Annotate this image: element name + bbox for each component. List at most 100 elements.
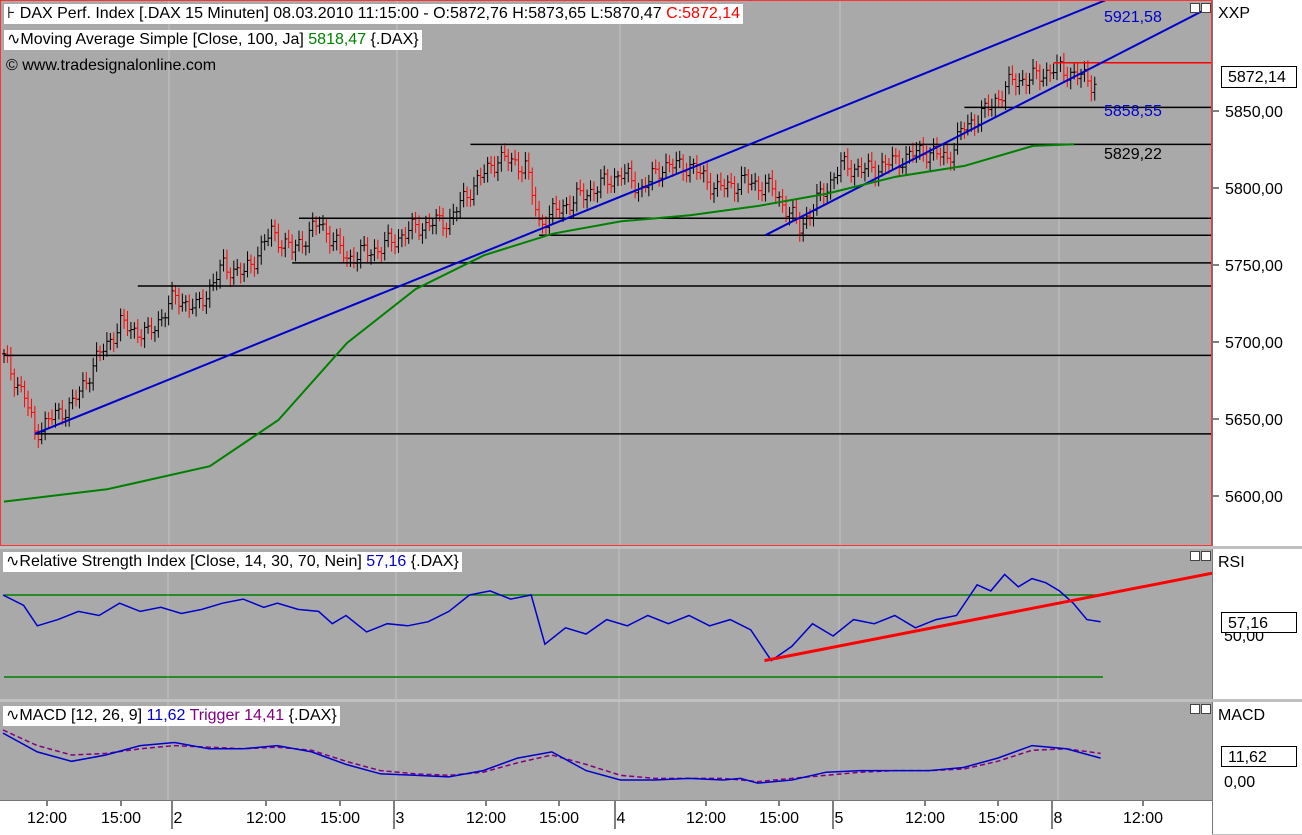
ohlc-bar [849, 159, 854, 183]
y-tick-label: 5650,00 [1225, 412, 1283, 429]
ohlc-bar [773, 179, 778, 204]
macd-chart[interactable] [0, 702, 1212, 800]
close-icon[interactable] [1201, 3, 1211, 13]
ohlc-bar [513, 149, 518, 166]
x-tick-label: 4 [617, 810, 626, 827]
price-axis[interactable]: 5600,00 5650,00 5700,00 5750,00 5800,00 5850,… [1212, 0, 1302, 546]
indicator-icon: ∿ [6, 553, 20, 570]
ohlc-bar [567, 195, 572, 216]
ohlc-bar [897, 150, 902, 177]
ohlc-bar [458, 191, 463, 219]
ohlc-bar [410, 212, 415, 240]
y-tick-label: 5750,00 [1225, 258, 1283, 275]
minimize-icon[interactable] [1190, 551, 1200, 561]
ohlc-bar [231, 260, 236, 285]
x-tick-label: 2 [174, 810, 183, 827]
ohlc-bar [1092, 76, 1097, 101]
ohlc-bar [74, 389, 79, 407]
x-tick-label: 15:00 [539, 810, 579, 827]
ohlc-bar [375, 239, 380, 260]
ohlc-bar [1065, 66, 1070, 88]
ohlc-bar [739, 166, 744, 196]
rsi-panel[interactable]: ∿Relative Strength Index [Close, 14, 30,… [0, 549, 1212, 699]
x-tick-label: 3 [396, 810, 405, 827]
ohlc-bar [269, 219, 274, 247]
ohlc-bar [386, 224, 391, 248]
time-axis[interactable]: 12:00 15:00 2 12:00 15:00 3 12:00 15:00 4 12:00 15… [0, 800, 1212, 835]
ohlc-bar [1003, 81, 1008, 110]
ohlc-bar [893, 148, 898, 164]
ohlc-bar [468, 189, 473, 207]
ohlc-bar [362, 236, 367, 252]
x-tick-label: 8 [1054, 810, 1063, 827]
x-tick-label: 15:00 [101, 810, 141, 827]
ohlc-bar [904, 146, 909, 175]
rsi-chart[interactable] [0, 549, 1212, 699]
ohlc-bar [389, 228, 394, 252]
ohlc-bar [272, 219, 277, 242]
scroll-corner[interactable] [1212, 800, 1302, 834]
ohlc-bar [485, 156, 490, 183]
ohlc-bar [190, 298, 195, 315]
ohlc-bar [585, 189, 590, 209]
ohlc-bar [67, 397, 72, 427]
ohlc-bar [760, 181, 765, 202]
ohlc-bar [554, 195, 559, 218]
ohlc-bar [327, 225, 332, 254]
ohlc-bar [681, 154, 686, 181]
ohlc-bar [63, 409, 68, 427]
ohlc-bar [626, 162, 631, 183]
ohlc-bar [2, 349, 6, 364]
ohlc-bar [345, 250, 349, 267]
ohlc-bar [173, 285, 178, 305]
ohlc-bar [87, 377, 92, 393]
ohlc-bar [156, 311, 161, 338]
rsi-value-tag: 57,16 [1221, 612, 1297, 633]
ohlc-bar [986, 94, 991, 117]
rsi-label: Relative Strength Index [Close, 14, 30, … [19, 553, 367, 570]
copyright-text: © www.tradesignalonline.com [6, 57, 217, 74]
ohlc-bar [945, 143, 950, 164]
ohlc-bar [674, 151, 679, 175]
ohlc-bar [355, 252, 360, 272]
ohlc-bar [492, 156, 497, 178]
ohlc-bar [26, 390, 31, 416]
ohlc-bar [574, 182, 579, 212]
ohlc-bar [320, 215, 325, 231]
ohlc-bar [502, 143, 507, 162]
ohlc-bar [139, 329, 144, 347]
ohlc-bar [104, 332, 109, 357]
ohlc-bar [1051, 63, 1056, 80]
ohlc-bar [526, 152, 531, 180]
ohlc-bar [135, 319, 140, 344]
indicator-icon: ∿ [6, 707, 20, 724]
ohlc-bar [471, 176, 476, 206]
ohlc-bar [101, 343, 106, 361]
ohlc-bar [499, 145, 504, 172]
price-chart[interactable] [1, 1, 1211, 545]
close-icon[interactable] [1201, 704, 1211, 714]
price-title: ⊦ DAX Perf. Index [.DAX 15 Minuten] 08.0… [4, 4, 743, 24]
minimize-icon[interactable] [1190, 704, 1200, 714]
ohlc-bar [842, 151, 847, 171]
price-panel[interactable]: ⊦ DAX Perf. Index [.DAX 15 Minuten] 08.0… [0, 0, 1212, 546]
ohlc-bar [163, 312, 168, 328]
ohlc-bar [204, 291, 209, 314]
ohlc-bar [43, 411, 48, 441]
ohlc-bar [715, 174, 720, 197]
ohlc-bar [718, 172, 723, 191]
ohlc-bar [708, 172, 713, 200]
macd-panel[interactable]: ∿MACD [12, 26, 9] 11,62 Trigger 14,41 {.… [0, 702, 1212, 800]
ohlc-bar [115, 323, 120, 349]
rsi-axis-value: 57,16 [1228, 615, 1269, 632]
ohlc-bar [633, 171, 638, 199]
ohlc-bar [56, 403, 61, 420]
price-axis-title: XXP [1218, 5, 1251, 22]
ohlc-bar [550, 198, 555, 224]
minimize-icon[interactable] [1190, 3, 1200, 13]
ohlc-bar [94, 342, 99, 372]
ohlc-bar [862, 162, 867, 182]
ma-value: 5818,47 [308, 31, 367, 48]
close-icon[interactable] [1201, 551, 1211, 561]
ohlc-bar [694, 155, 699, 180]
